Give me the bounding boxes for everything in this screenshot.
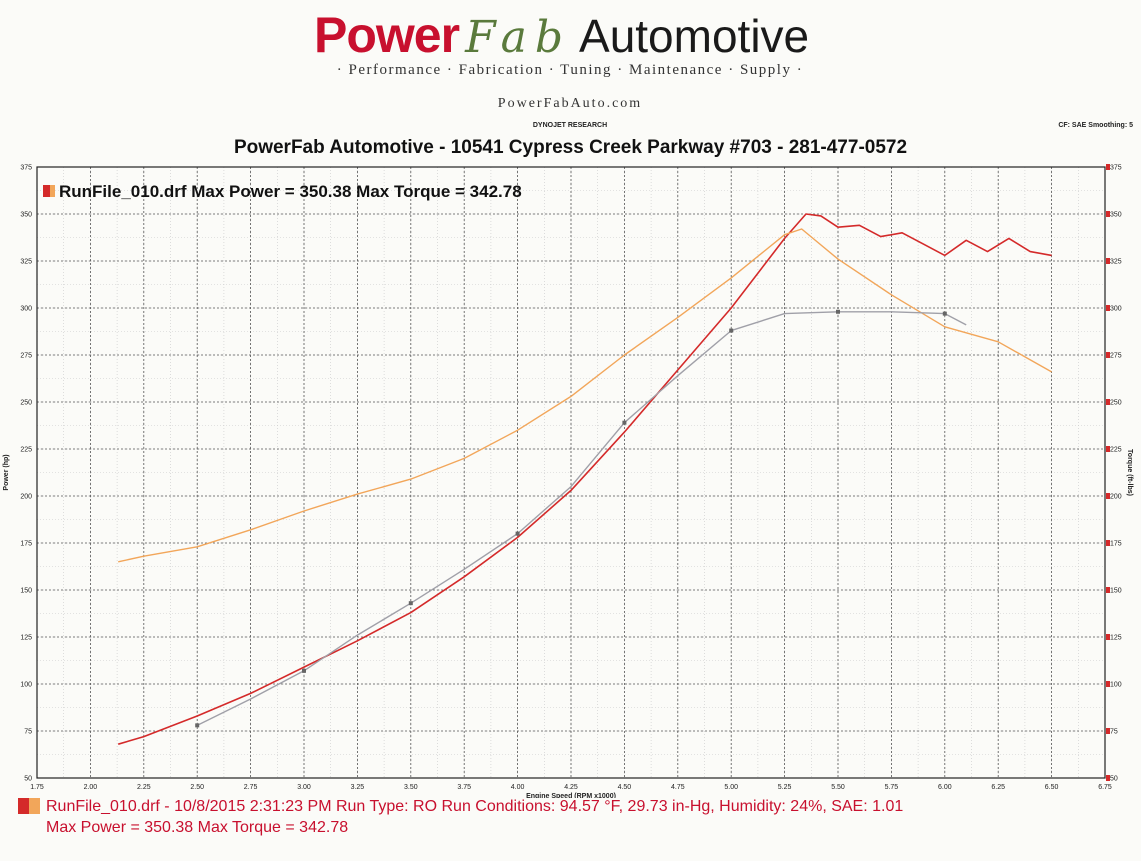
data-point	[836, 309, 840, 314]
series-line-run-2-power	[196, 311, 967, 727]
x-tick-label: 2.25	[137, 784, 151, 791]
y-tick-label-right: 150	[1110, 588, 1122, 595]
data-point	[408, 601, 413, 606]
x-tick-label: 2.75	[244, 784, 258, 791]
right-axis-marker	[1106, 258, 1110, 264]
x-tick-label: 1.75	[30, 784, 44, 791]
y-tick-label-right: 250	[1110, 400, 1122, 407]
y-tick-label-left: 275	[20, 353, 32, 360]
y-tick-label-left: 50	[24, 776, 32, 783]
x-tick-label: 6.50	[1045, 784, 1059, 791]
website: PowerFabAuto.com	[497, 96, 643, 111]
y-tick-label-left: 200	[20, 494, 32, 501]
run-legend-swatch	[18, 798, 40, 814]
y-tick-label-right: 75	[1110, 729, 1118, 736]
dyno-chart: 1.75 2.00 2.25 2.50 2.75 3.00 3.25 3.50 3.75 4.00…	[3, 164, 1133, 798]
inner-legend-swatch-power	[43, 185, 50, 197]
plot-frame	[36, 166, 1106, 779]
x-tick-label: 2.50	[190, 784, 204, 791]
dynojet-label: DYNOJET RESEARCH	[532, 122, 608, 129]
right-axis-marker	[1106, 681, 1110, 687]
x-tick-label: 6.25	[991, 784, 1005, 791]
y-tick-label-left: 250	[20, 400, 32, 407]
y-tick-label-left: 375	[20, 165, 32, 172]
inner-legend-swatch-torque	[50, 185, 55, 197]
y-tick-label-left: 150	[20, 588, 32, 595]
y-tick-label-right: 300	[1110, 306, 1122, 313]
logo-word-fab: Fab	[465, 12, 572, 63]
series-line-torque	[118, 228, 1052, 563]
run-footer: RunFile_010.drf - 10/8/2015 2:31:23 PM R…	[18, 796, 1128, 838]
y-tick-label-right: 325	[1110, 259, 1122, 266]
y-tick-label-right: 200	[1110, 494, 1122, 501]
y-tick-label-right: 375	[1110, 165, 1122, 172]
x-tick-label: 4.25	[564, 784, 578, 791]
cf-smoothing-info: CF: SAE Smoothing: 5	[1058, 122, 1133, 129]
x-tick-label: 3.00	[297, 784, 311, 791]
right-axis-marker	[1106, 164, 1110, 170]
x-tick-label: 5.50	[831, 784, 845, 791]
data-point	[515, 531, 520, 536]
y-tick-label-left: 300	[20, 306, 32, 313]
y-axis-label-right: Torque (ft-lbs)	[1126, 449, 1133, 496]
x-tick-label: 4.50	[618, 784, 632, 791]
data-point	[195, 723, 200, 728]
x-tick-label: 6.75	[1098, 784, 1112, 791]
tagline: · Performance · Fabrication · Tuning · M…	[336, 62, 804, 78]
header: Power Fab Automotive · Performance · Fabri…	[0, 0, 1141, 129]
y-tick-label-right: 225	[1110, 447, 1122, 454]
right-axis-marker	[1106, 728, 1110, 734]
y-tick-label-left: 175	[20, 541, 32, 548]
run-max-values: Max Power = 350.38 Max Torque = 342.78	[46, 819, 349, 836]
x-tick-label: 3.75	[457, 784, 471, 791]
right-axis-marker	[1106, 211, 1110, 217]
right-axis-marker	[1106, 540, 1110, 546]
y-tick-label-right: 175	[1110, 541, 1122, 548]
data-point	[622, 420, 627, 425]
x-tick-label: 2.00	[84, 784, 98, 791]
y-tick-label-left: 125	[20, 635, 32, 642]
run-info-line: RunFile_010.drf - 10/8/2015 2:31:23 PM R…	[46, 798, 904, 815]
x-tick-label: 5.75	[885, 784, 899, 791]
y-tick-label-left: 325	[20, 259, 32, 266]
right-axis-marker	[1106, 305, 1110, 311]
x-tick-label: 3.50	[404, 784, 418, 791]
x-tick-label: 5.25	[778, 784, 792, 791]
y-tick-label-left: 225	[20, 447, 32, 454]
shop-title: PowerFab Automotive - 10541 Cypress Cree…	[233, 137, 908, 158]
y-tick-label-left: 75	[24, 729, 32, 736]
x-tick-label: 4.75	[671, 784, 685, 791]
y-tick-label-left: 350	[20, 212, 32, 219]
y-tick-label-right: 50	[1110, 776, 1118, 783]
x-tick-label: 5.00	[724, 784, 738, 791]
right-axis-marker	[1106, 352, 1110, 358]
series-line-power	[117, 213, 1052, 745]
x-tick-label: 3.25	[351, 784, 365, 791]
x-tick-label: 4.00	[511, 784, 525, 791]
y-tick-label-left: 100	[20, 682, 32, 689]
inner-legend-text: RunFile_010.drf Max Power = 350.38 Max T…	[59, 182, 522, 201]
powerfab-logo: Power Fab Automotive	[314, 6, 834, 63]
logo-word-automotive: Automotive	[579, 10, 810, 62]
data-point	[302, 668, 306, 673]
x-tick-label: 6.00	[938, 784, 952, 791]
y-axis-label-left: Power (hp)	[3, 454, 10, 490]
x-axis-label: Engine Speed (RPM x1000)	[526, 793, 616, 798]
logo-word-power: Power	[314, 7, 460, 63]
data-point	[729, 328, 734, 333]
right-axis-marker	[1106, 775, 1110, 781]
right-axis-marker	[1106, 634, 1110, 640]
y-tick-label-right: 350	[1110, 212, 1122, 219]
data-point	[942, 311, 947, 316]
y-tick-label-right: 125	[1110, 635, 1122, 642]
y-tick-label-right: 100	[1110, 682, 1122, 689]
y-tick-label-right: 275	[1110, 353, 1122, 360]
right-axis-marker	[1106, 493, 1110, 499]
right-axis-marker	[1106, 587, 1110, 593]
right-axis-marker	[1106, 446, 1110, 452]
right-axis-marker	[1106, 399, 1110, 405]
